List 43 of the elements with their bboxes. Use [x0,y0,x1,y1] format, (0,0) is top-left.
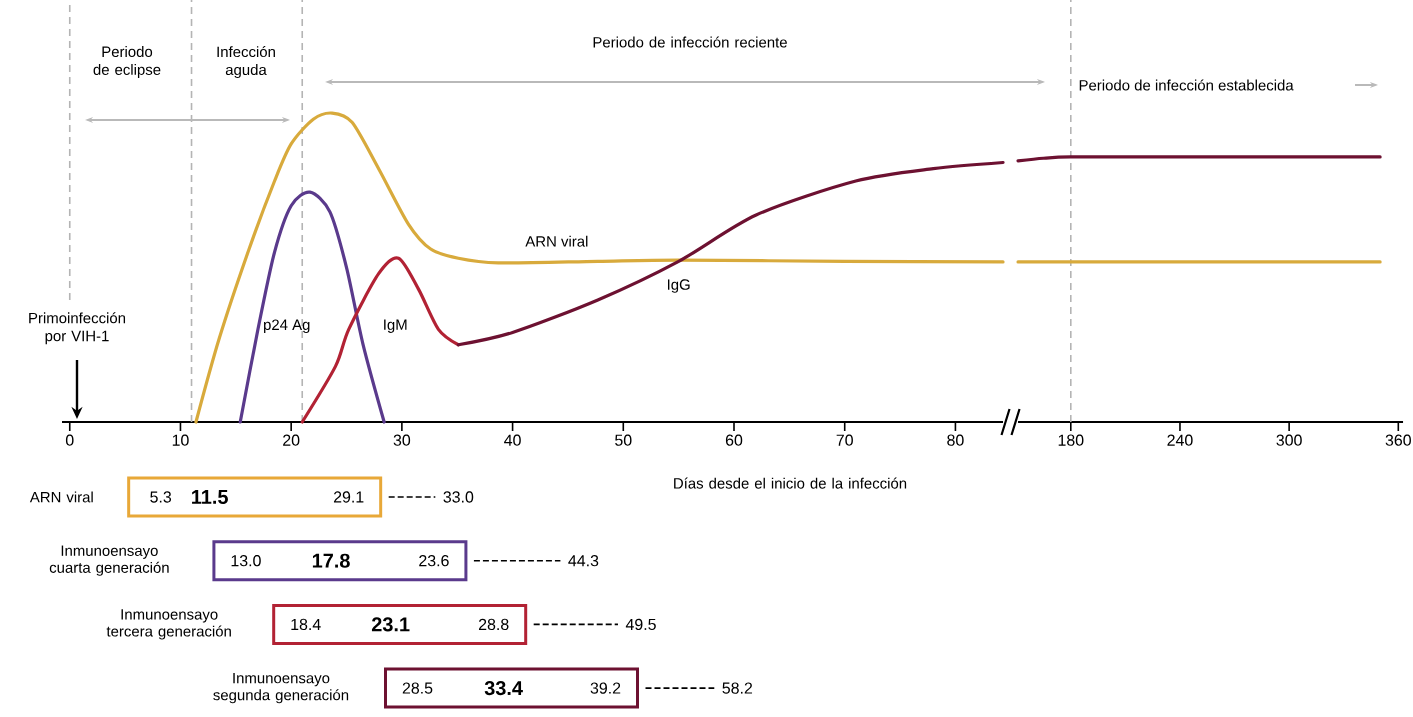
category-label: ARN viral [29,491,93,503]
x-tick-label: 40 [504,434,521,446]
text: Periodo de infección reciente [593,36,787,48]
data-label: 33.4 [484,681,523,696]
x-axis-title: Días desde el inicio de la infección [674,477,907,489]
data-label: 29.1 [333,491,364,503]
annotation: Primoinfección por VIH-1 [29,312,126,345]
text: Periodo de eclipse [93,46,161,78]
data-label: 28.5 [402,682,433,694]
data-label: 58.2 [722,682,753,694]
x-tick-label: 180 [1058,434,1084,446]
x-tick-label: 360 [1385,434,1411,446]
x-tick-label: 50 [615,434,632,446]
x-tick-label: 30 [393,434,411,446]
data-label: 18.4 [291,618,321,631]
series-label: IgG [667,279,690,293]
category-label: Inmunoensayo tercera generación [106,609,231,640]
category-label: Inmunoensayo segunda generación [213,672,349,704]
text: Periodo de infección establecida [1079,79,1294,91]
series-label: ARN viral [525,235,588,247]
data-label: 28.8 [478,618,509,631]
x-tick-label: 70 [836,434,853,446]
data-label: 5.3 [150,491,172,503]
data-label: 23.1 [371,617,410,632]
x-tick-label: 240 [1167,434,1193,446]
x-tick-label: 20 [283,434,300,446]
series-label: p24 Ag [264,319,310,333]
data-label: 23.6 [419,555,449,567]
x-tick-label: 300 [1276,434,1302,446]
data-label: 11.5 [192,490,228,504]
data-label: 33.0 [443,491,474,503]
data-label: 39.2 [590,682,621,694]
x-tick-label: 10 [172,434,189,446]
x-tick-label: 0 [65,434,74,446]
data-label: 13.0 [231,555,261,567]
category-label: Inmunoensayo cuarta generación [49,545,169,576]
x-tick-label: 60 [725,434,743,446]
x-tick-label: 80 [947,434,964,446]
data-label: 49.5 [625,618,656,631]
data-label: 44.3 [568,555,599,567]
text: Infección aguda [217,45,275,78]
data-label: 17.8 [312,553,350,568]
series-label: IgM [384,319,407,333]
